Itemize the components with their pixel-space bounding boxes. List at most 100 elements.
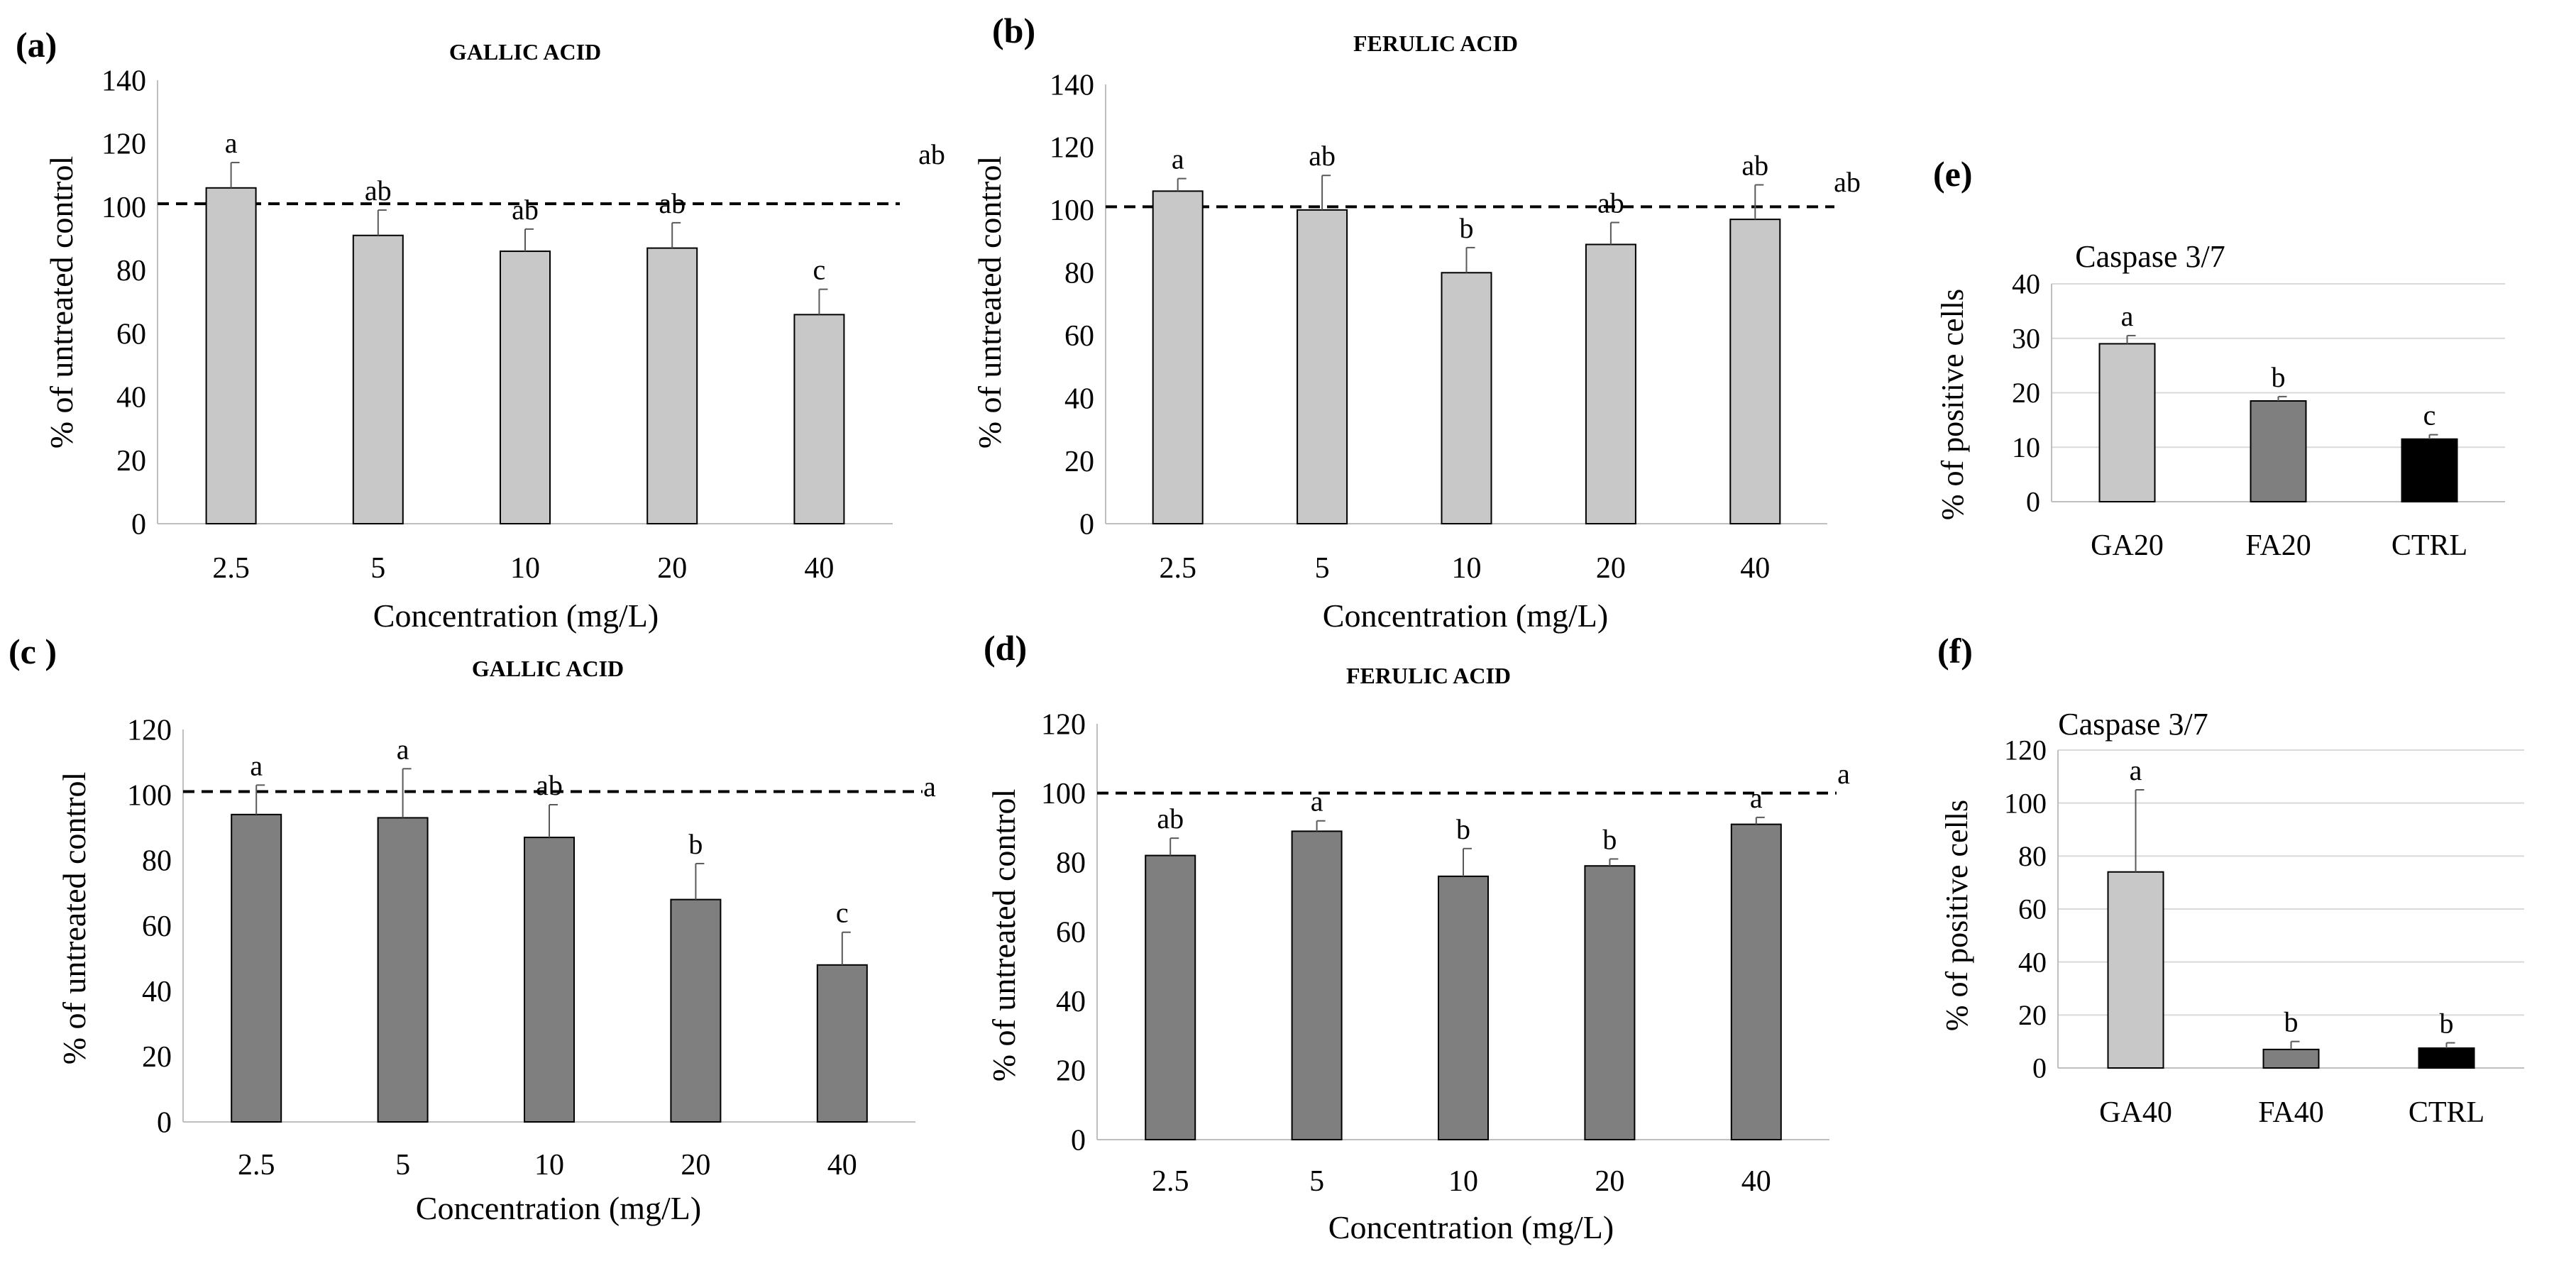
panel-d-y-tick-label: 40 bbox=[1056, 986, 1086, 1018]
panel-b-x-axis-label: Concentration (mg/L) bbox=[1323, 598, 1608, 634]
panel-b-x-tick-label: 10 bbox=[1452, 552, 1482, 585]
panel-c-bar-20 bbox=[670, 898, 722, 1123]
panel-c-label: (c ) bbox=[9, 632, 57, 671]
panel-e-y-tick-label: 40 bbox=[2012, 268, 2040, 300]
panel-d-y-tick-label: 60 bbox=[1056, 916, 1086, 949]
panel-a-x-tick-label: 40 bbox=[804, 552, 834, 585]
panel-a-y-tick-label: 20 bbox=[116, 445, 146, 478]
panel-b-x-tick-label: 40 bbox=[1740, 552, 1770, 585]
panel-a-x-axis-label: Concentration (mg/L) bbox=[373, 598, 659, 634]
panel-d-significance-letter: ab bbox=[1157, 803, 1184, 835]
panel-a-y-tick-label: 120 bbox=[101, 128, 146, 161]
panel-b-significance-letter: b bbox=[1460, 212, 1474, 244]
panel-d-x-tick-label: 10 bbox=[1448, 1165, 1478, 1198]
panel-a-y-tick-label: 80 bbox=[116, 255, 146, 287]
panel-c-significance-letter: ab bbox=[536, 769, 563, 801]
panel-f-y-tick-label: 100 bbox=[2004, 787, 2047, 819]
panel-d-bar-20 bbox=[1584, 865, 1636, 1140]
panel-f-bar-FA40 bbox=[2262, 1048, 2320, 1069]
panel-c-y-tick-label: 60 bbox=[142, 910, 172, 943]
panel-a-x-tick-label: 10 bbox=[510, 552, 540, 585]
panel-e-y-tick-label: 20 bbox=[2012, 377, 2040, 409]
panel-b-significance-letter: a bbox=[1172, 143, 1184, 175]
panel-f-label: (f) bbox=[1937, 631, 1973, 671]
panel-c-x-axis-label: Concentration (mg/L) bbox=[416, 1190, 701, 1226]
panel-d-x-axis-label: Concentration (mg/L) bbox=[1328, 1209, 1614, 1245]
panel-a-label: (a) bbox=[16, 25, 57, 65]
panel-e-y-tick-label: 30 bbox=[2012, 322, 2040, 354]
panel-b-y-tick-label: 20 bbox=[1064, 446, 1094, 478]
panel-c-significance-letter: a bbox=[250, 749, 263, 781]
panel-a-y-tick-label: 140 bbox=[101, 65, 146, 97]
panel-c-x-tick-label: 10 bbox=[534, 1149, 564, 1182]
panel-c-x-tick-label: 20 bbox=[681, 1149, 710, 1182]
panel-c-y-tick-label: 0 bbox=[157, 1106, 172, 1139]
panel-d-y-tick-label: 100 bbox=[1041, 778, 1086, 810]
panel-f-y-tick-label: 120 bbox=[2004, 734, 2047, 766]
panel-a-significance-letter: ab bbox=[365, 175, 392, 207]
panel-d-significance-letter: b bbox=[1602, 823, 1617, 855]
panel-d-reference-line-label: a bbox=[1837, 758, 1850, 790]
panel-c-x-tick-label: 40 bbox=[827, 1149, 857, 1182]
panel-a-bar-40 bbox=[793, 314, 845, 524]
panel-e-x-tick-label: FA20 bbox=[2245, 529, 2311, 562]
panel-d-x-tick-label: 20 bbox=[1595, 1165, 1624, 1198]
panel-c-y-axis-label: % of untreated control bbox=[56, 772, 92, 1065]
panel-e-significance-letter: b bbox=[2272, 361, 2286, 393]
panel-a-significance-letter: ab bbox=[659, 187, 686, 219]
panel-c-title: GALLIC ACID bbox=[472, 656, 624, 681]
panel-d-bar-2.5 bbox=[1145, 854, 1196, 1140]
panel-b-bar-20 bbox=[1585, 243, 1636, 524]
panel-d: (d) FERULIC ACID % of untreated control … bbox=[984, 628, 1850, 1245]
panel-d-y-tick-label: 120 bbox=[1041, 708, 1086, 741]
panel-c-bar-40 bbox=[816, 964, 868, 1123]
panel-b-y-tick-label: 60 bbox=[1064, 320, 1094, 353]
panel-a-x-tick-label: 5 bbox=[370, 552, 385, 585]
panel-f-y-tick-label: 0 bbox=[2032, 1052, 2047, 1084]
panel-b-title: FERULIC ACID bbox=[1353, 31, 1518, 56]
panel-d-significance-letter: b bbox=[1456, 813, 1470, 845]
panel-c-y-tick-label: 20 bbox=[142, 1041, 172, 1074]
panel-d-label: (d) bbox=[984, 628, 1027, 668]
panel-d-y-tick-label: 20 bbox=[1056, 1055, 1086, 1088]
panel-a-y-tick-label: 40 bbox=[116, 382, 146, 414]
panel-d-bar-10 bbox=[1438, 875, 1489, 1141]
panel-e-x-tick-label: GA20 bbox=[2091, 529, 2164, 562]
panel-b-reference-line-label: ab bbox=[1834, 166, 1861, 198]
panel-e-y-tick-label: 10 bbox=[2012, 431, 2040, 463]
panel-a-y-axis-label: % of untreated control bbox=[43, 156, 79, 449]
panel-c-significance-letter: c bbox=[836, 897, 849, 929]
panel-b-x-tick-label: 20 bbox=[1596, 552, 1626, 585]
panel-b-bar-5 bbox=[1297, 209, 1348, 524]
panel-e-bar-FA20 bbox=[2250, 400, 2307, 503]
panel-c-significance-letter: b bbox=[688, 828, 703, 860]
panel-d-significance-letter: a bbox=[1750, 782, 1763, 814]
panel-b-y-tick-label: 40 bbox=[1064, 382, 1094, 415]
panel-c-y-tick-label: 120 bbox=[127, 714, 172, 747]
panel-b-y-tick-label: 80 bbox=[1064, 258, 1094, 290]
panel-c-bar-2.5 bbox=[231, 813, 282, 1123]
panel-b-y-tick-label: 140 bbox=[1050, 69, 1094, 101]
panel-a-bar-10 bbox=[500, 250, 551, 524]
panel-a-x-tick-label: 2.5 bbox=[212, 552, 250, 585]
panel-b-y-tick-label: 100 bbox=[1050, 194, 1094, 227]
panel-b-x-tick-label: 2.5 bbox=[1159, 552, 1196, 585]
panel-a-x-tick-label: 20 bbox=[657, 552, 687, 585]
panel-d-bar-5 bbox=[1291, 830, 1343, 1140]
panel-d-title: FERULIC ACID bbox=[1346, 663, 1511, 688]
panel-f-significance-letter: b bbox=[2440, 1008, 2454, 1040]
panel-d-y-axis-label: % of untreated control bbox=[986, 789, 1022, 1082]
panel-c-y-tick-label: 40 bbox=[142, 976, 172, 1008]
panel-a-bar-5 bbox=[352, 234, 404, 524]
panel-f: (f) Caspase 3/7 % of positive cells 0 20 4… bbox=[1937, 631, 2524, 1129]
panel-c-significance-letter: a bbox=[397, 733, 409, 765]
panel-d-y-tick-label: 80 bbox=[1056, 847, 1086, 880]
panel-b-bar-10 bbox=[1441, 272, 1492, 524]
panel-e-y-tick-label: 0 bbox=[2026, 486, 2040, 518]
panel-b: (b) FERULIC ACID % of untreated control … bbox=[971, 11, 1861, 634]
panel-f-y-tick-label: 60 bbox=[2018, 893, 2047, 925]
panel-f-significance-letter: b bbox=[2284, 1006, 2299, 1038]
panel-a-y-tick-label: 60 bbox=[116, 318, 146, 351]
panel-a-significance-letter: c bbox=[813, 254, 826, 286]
